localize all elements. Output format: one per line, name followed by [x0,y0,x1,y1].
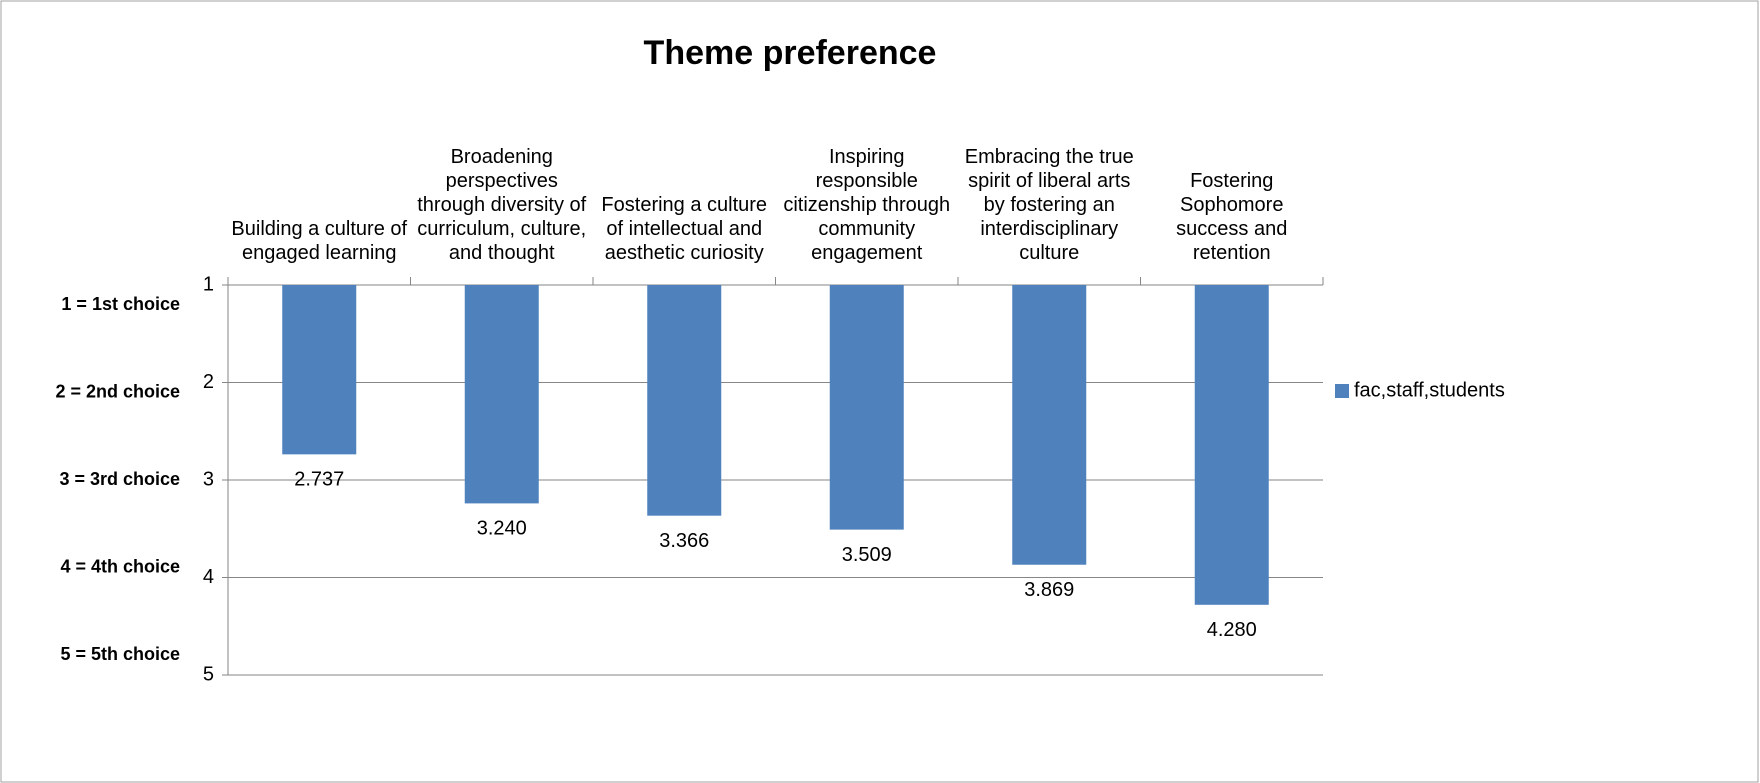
y-tick-label: 3 [203,468,214,490]
y-tick-label: 1 [203,273,214,295]
bar [829,285,904,530]
data-label: 3.869 [1024,579,1074,601]
bar [647,285,722,516]
bar [1194,285,1269,605]
data-label: 3.366 [659,530,709,552]
annotation: 5 = 5th choice [60,644,180,664]
x-tick-label: Fostering Sophomore success and retentio… [1176,170,1288,264]
bar [1012,285,1087,565]
x-tick-label: Broadening perspectives through diversit… [417,146,587,264]
y-tick-label: 2 [203,371,214,393]
y-tick-label: 4 [203,566,214,588]
data-label: 2.737 [294,469,344,491]
x-tick-label: Fostering a culture of intellectual and … [601,194,768,264]
x-tick-label: Embracing the true spirit of liberal art… [964,146,1134,264]
x-tick-label: Inspiring responsible citizenship throug… [783,146,951,264]
legend-swatch [1335,384,1349,398]
data-label: 4.280 [1207,619,1257,641]
annotation: 1 = 1st choice [61,294,180,314]
data-label: 3.509 [842,544,892,566]
annotation: 4 = 4th choice [60,556,180,576]
x-tick-label: Building a culture of engaged learning [231,218,408,264]
bar [282,285,357,455]
y-tick-label: 5 [203,663,214,685]
bar [464,285,539,504]
legend-label: fac,staff,students [1354,379,1505,401]
annotation: 3 = 3rd choice [59,469,180,489]
annotation: 2 = 2nd choice [55,381,180,401]
chart-title: Theme preference [644,34,937,72]
data-label: 3.240 [477,518,527,540]
